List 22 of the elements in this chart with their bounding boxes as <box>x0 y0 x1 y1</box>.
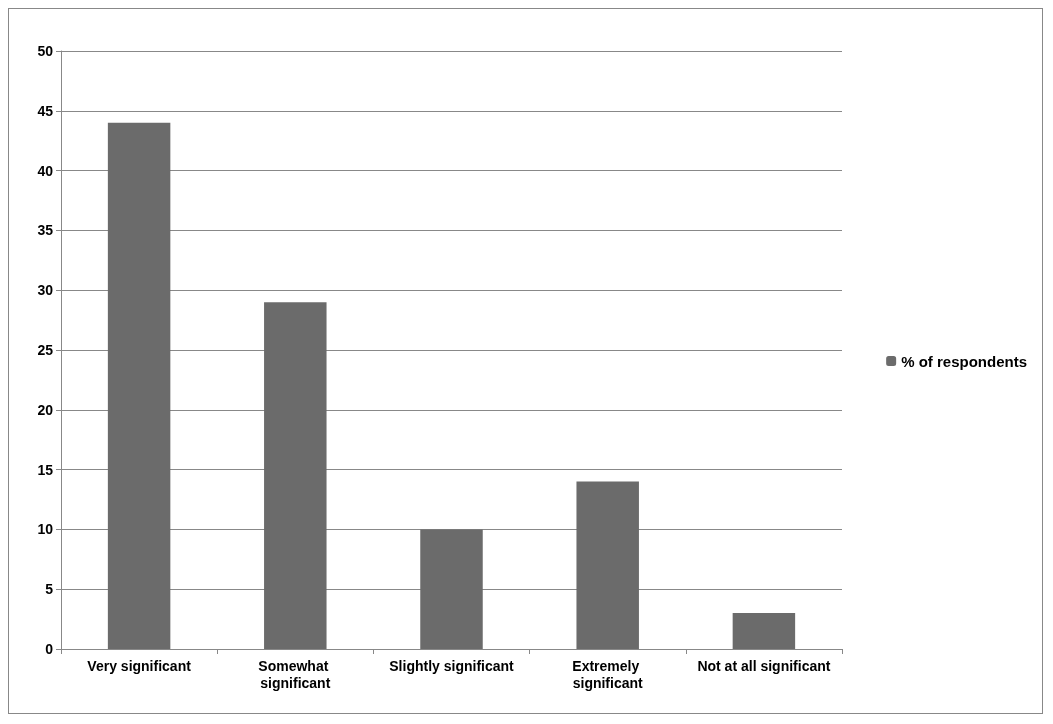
x-tick-label: Slightly significant <box>389 657 515 674</box>
y-tick-label: 25 <box>37 342 54 358</box>
bar <box>264 302 327 649</box>
y-tick-label: 5 <box>45 581 54 598</box>
x-tick-label: Very significant <box>87 657 192 674</box>
y-tick-label: 35 <box>37 222 54 239</box>
x-tick-label: Not at all significant <box>697 657 831 674</box>
y-tick-label: 20 <box>37 401 54 418</box>
x-tick-label: Somewhat significant <box>258 657 333 691</box>
y-tick-label: 50 <box>37 43 54 59</box>
y-tick-label: 10 <box>37 521 54 538</box>
bar <box>732 613 796 649</box>
y-tick-label: 15 <box>37 461 54 478</box>
y-tick-label: 45 <box>37 102 54 119</box>
y-tick-label: 0 <box>45 641 54 657</box>
y-tick-label: 30 <box>37 282 54 299</box>
bar <box>420 529 483 649</box>
x-tick-label: Extremely significant <box>572 657 644 691</box>
bar <box>576 481 639 649</box>
legend-label: % of respondents <box>901 352 1028 370</box>
y-tick-label: 40 <box>37 162 54 179</box>
bar <box>107 122 171 649</box>
